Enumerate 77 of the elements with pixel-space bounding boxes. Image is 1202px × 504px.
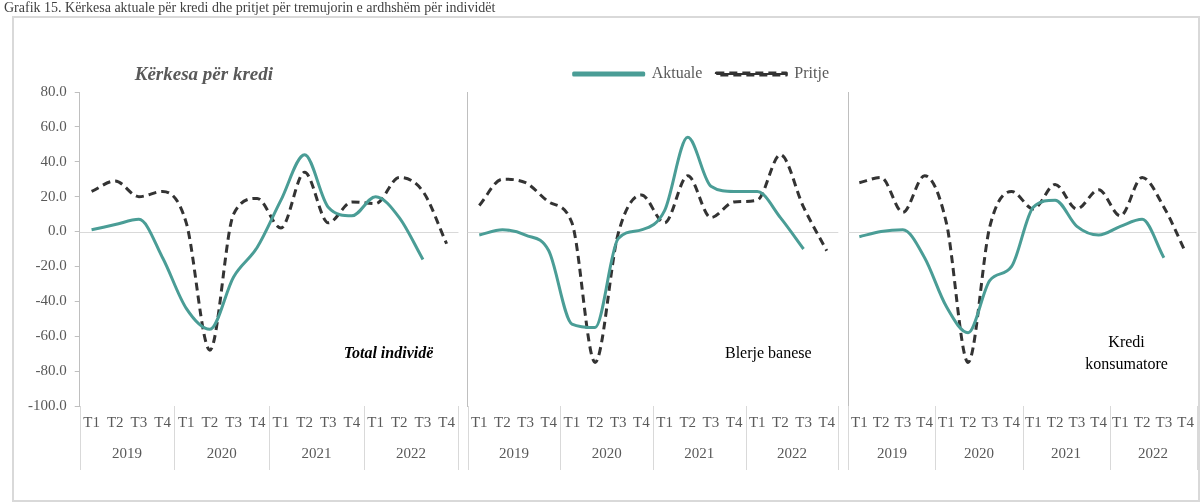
y-tick-label: 60.0: [40, 117, 67, 134]
x-tick-label: T3: [1155, 413, 1173, 430]
x-tick-label: T4: [540, 413, 558, 430]
text: 2022: [396, 444, 427, 461]
text: 2019: [499, 444, 530, 461]
x-tick-label: T3: [517, 413, 534, 430]
y-tick-label: -100.0: [28, 396, 67, 413]
x-tick-label: T3: [894, 413, 912, 430]
text: 2020: [963, 444, 994, 461]
x-tick-label: T1: [470, 413, 488, 430]
x-tick-label: T1: [938, 413, 955, 430]
text: 2020: [206, 444, 237, 461]
x-tick-label: T2: [872, 413, 890, 430]
x-tick-label: T2: [959, 413, 977, 430]
x-tick-label: T1: [1112, 413, 1129, 430]
x-tick-label: T3: [414, 413, 432, 430]
x-tick-label: T4: [1090, 413, 1108, 430]
x-tick-label: T4: [438, 413, 456, 430]
annotation: Blerje banese: [724, 343, 812, 362]
y-tick-label: 20.0: [40, 187, 67, 204]
x-tick-label: T3: [702, 413, 720, 430]
x-tick-label: T1: [367, 413, 384, 430]
x-tick-label: T2: [772, 413, 789, 430]
x-tick-label: T4: [1177, 413, 1195, 430]
x-tick-label: T3: [1068, 413, 1086, 430]
x-tick-label: T4: [1003, 413, 1021, 430]
text: 2022: [776, 444, 807, 461]
y-tick-label: -40.0: [35, 292, 67, 309]
x-tick-label: T4: [725, 413, 743, 430]
text: 2020: [591, 444, 622, 461]
x-tick-label: T2: [296, 413, 313, 430]
x-tick-label: T1: [177, 413, 195, 430]
x-tick-label: T1: [83, 413, 100, 430]
text: 2021: [1051, 444, 1082, 461]
x-tick-label: T2: [106, 413, 124, 430]
x-tick-label: T2: [201, 413, 219, 430]
x-tick-label: T4: [343, 413, 361, 430]
x-tick-label: T4: [154, 413, 172, 430]
y-tick-label: 80.0: [40, 82, 67, 99]
legend-label: Aktuale: [651, 64, 703, 82]
x-tick-label: T3: [609, 413, 627, 430]
x-tick-label: T2: [679, 413, 697, 430]
x-tick-label: T3: [225, 413, 242, 430]
x-tick-label: T3: [319, 413, 337, 430]
text: 2021: [684, 444, 715, 461]
x-tick-label: T3: [981, 413, 999, 430]
x-tick-label: T1: [748, 413, 766, 430]
x-tick-label: T4: [818, 413, 836, 430]
y-tick-label: -80.0: [35, 362, 67, 379]
text: 2022: [1138, 444, 1169, 461]
x-tick-label: T2: [390, 413, 408, 430]
x-tick-label: T1: [851, 413, 868, 430]
annotation: Total individë: [343, 343, 434, 361]
x-tick-label: T1: [272, 413, 290, 430]
annotation: Kredi konsumatore: [1085, 332, 1168, 372]
x-tick-label: T2: [586, 413, 604, 430]
legend-label: Pritje: [794, 64, 830, 83]
x-tick-label: T2: [494, 413, 511, 430]
text: 2021: [301, 444, 332, 461]
y-tick-label: -20.0: [35, 257, 67, 274]
x-tick-label: T1: [1025, 413, 1042, 430]
x-tick-label: T3: [795, 413, 812, 430]
x-tick-label: T2: [1046, 413, 1064, 430]
text: 2019: [112, 444, 143, 461]
x-tick-label: T1: [563, 413, 581, 430]
y-tick-label: 0.0: [48, 222, 67, 239]
x-tick-label: T4: [248, 413, 267, 430]
x-tick-label: T1: [656, 413, 673, 430]
y-tick-label: 40.0: [40, 152, 67, 169]
chart-subtitle: Kërkesa për kredi: [133, 63, 274, 84]
y-tick-label: -60.0: [35, 327, 67, 344]
text: 2019: [876, 444, 907, 461]
x-tick-label: T4: [633, 413, 651, 430]
x-tick-label: T4: [916, 413, 934, 430]
x-tick-label: T2: [1133, 413, 1151, 430]
x-tick-label: T3: [130, 413, 148, 430]
chart-title: Grafik 15. Kërkesa aktuale për kredi dhe pritjet për tremujorin e ardhshëm për individët: [4, 0, 496, 16]
